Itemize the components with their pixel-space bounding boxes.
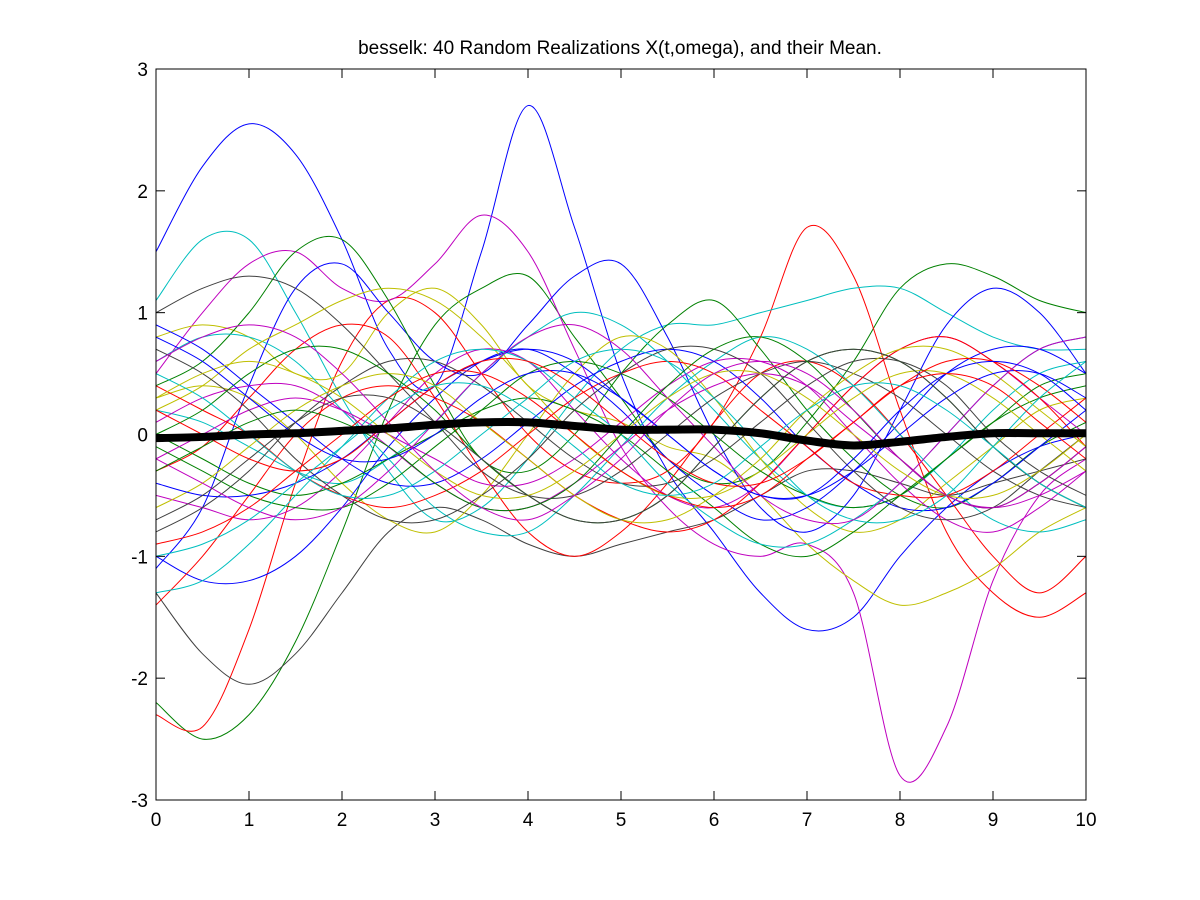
x-tick-label: 5 bbox=[616, 810, 627, 831]
realization-line-28 bbox=[156, 345, 1086, 524]
x-tick-label: 10 bbox=[1075, 810, 1096, 831]
y-tick-label: 3 bbox=[137, 60, 148, 81]
realization-line-40 bbox=[156, 324, 1086, 521]
realization-line-5 bbox=[156, 214, 1086, 783]
x-tick-label: 6 bbox=[709, 810, 720, 831]
realization-line-33 bbox=[156, 323, 1086, 525]
x-tick-label: 2 bbox=[337, 810, 348, 831]
realization-line-14 bbox=[156, 275, 1086, 509]
realization-line-32 bbox=[156, 348, 1086, 524]
x-tick-label: 4 bbox=[523, 810, 534, 831]
y-tick-label: -2 bbox=[131, 669, 148, 690]
realization-line-7 bbox=[156, 458, 1086, 685]
y-tick-label: 1 bbox=[137, 304, 148, 325]
realization-line-38 bbox=[156, 357, 1086, 487]
realization-line-1 bbox=[156, 105, 1086, 632]
y-tick-label: -3 bbox=[131, 791, 148, 812]
series-layer bbox=[156, 105, 1086, 783]
x-tick-label: 7 bbox=[802, 810, 813, 831]
y-tick-label: 0 bbox=[137, 426, 148, 447]
x-tick-label: 9 bbox=[988, 810, 999, 831]
x-tick-label: 0 bbox=[151, 810, 162, 831]
x-tick-label: 8 bbox=[895, 810, 906, 831]
mean-line bbox=[156, 417, 1086, 450]
realization-line-11 bbox=[156, 311, 1086, 509]
x-tick-label: 3 bbox=[430, 810, 441, 831]
realization-line-15 bbox=[156, 345, 1086, 585]
realization-line-39 bbox=[156, 382, 1086, 557]
x-tick-label: 1 bbox=[244, 810, 255, 831]
y-axis: -3 -2 -1 0 1 2 3 bbox=[131, 60, 1086, 812]
realization-line-36 bbox=[156, 336, 1086, 500]
y-tick-label: -1 bbox=[131, 547, 148, 568]
y-tick-label: 2 bbox=[137, 182, 148, 203]
chart-title: besselk: 40 Random Realizations X(t,omeg… bbox=[358, 38, 882, 59]
realization-line-13 bbox=[156, 335, 1086, 534]
realization-line-2 bbox=[156, 263, 1086, 740]
mean-layer bbox=[156, 417, 1086, 450]
x-axis: 0 1 2 3 4 5 6 7 8 9 10 bbox=[151, 69, 1097, 831]
realization-line-31 bbox=[156, 357, 1086, 545]
